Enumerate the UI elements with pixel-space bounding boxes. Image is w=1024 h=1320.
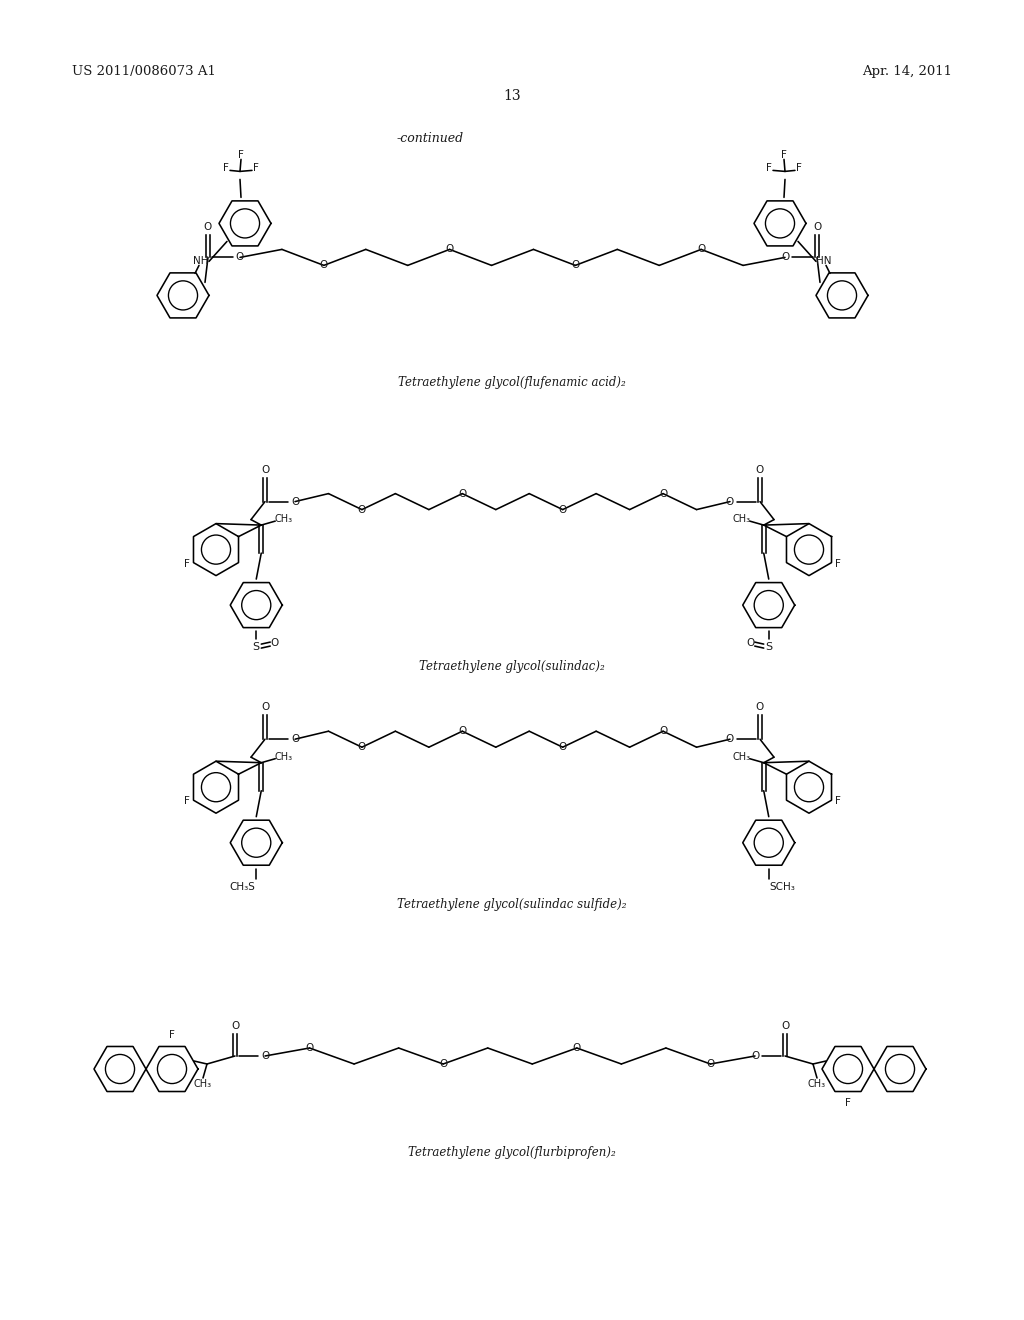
Text: O: O bbox=[458, 726, 467, 737]
Text: O: O bbox=[291, 734, 299, 744]
Text: Tetraethylene glycol(flufenamic acid)₂: Tetraethylene glycol(flufenamic acid)₂ bbox=[398, 376, 626, 389]
Text: O: O bbox=[261, 702, 269, 713]
Text: O: O bbox=[756, 702, 764, 713]
Text: O: O bbox=[697, 244, 706, 255]
Text: O: O bbox=[707, 1059, 715, 1069]
Text: CH₃: CH₃ bbox=[733, 513, 751, 524]
Text: O: O bbox=[305, 1043, 313, 1053]
Text: Apr. 14, 2011: Apr. 14, 2011 bbox=[862, 65, 952, 78]
Text: O: O bbox=[571, 260, 580, 271]
Text: S: S bbox=[765, 642, 772, 652]
Text: O: O bbox=[357, 504, 366, 515]
Text: O: O bbox=[439, 1059, 447, 1069]
Text: O: O bbox=[572, 1043, 581, 1053]
Text: O: O bbox=[291, 496, 299, 507]
Text: O: O bbox=[204, 222, 212, 232]
Text: F: F bbox=[184, 558, 189, 569]
Text: CH₃: CH₃ bbox=[274, 751, 292, 762]
Text: O: O bbox=[261, 1051, 269, 1061]
Text: HN: HN bbox=[816, 256, 831, 267]
Text: F: F bbox=[184, 796, 189, 807]
Text: -continued: -continued bbox=[396, 132, 464, 145]
Text: Tetraethylene glycol(sulindac sulfide)₂: Tetraethylene glycol(sulindac sulfide)₂ bbox=[397, 898, 627, 911]
Text: O: O bbox=[558, 742, 567, 752]
Text: O: O bbox=[746, 638, 755, 648]
Text: O: O bbox=[756, 465, 764, 475]
Text: O: O bbox=[659, 488, 668, 499]
Text: O: O bbox=[751, 1051, 759, 1061]
Text: O: O bbox=[270, 638, 279, 648]
Text: F: F bbox=[238, 150, 244, 161]
Text: US 2011/0086073 A1: US 2011/0086073 A1 bbox=[72, 65, 216, 78]
Text: SCH₃: SCH₃ bbox=[770, 882, 796, 892]
Text: CH₃: CH₃ bbox=[733, 751, 751, 762]
Text: O: O bbox=[236, 252, 244, 263]
Text: CH₃S: CH₃S bbox=[229, 882, 255, 892]
Text: CH₃: CH₃ bbox=[274, 513, 292, 524]
Text: O: O bbox=[781, 252, 790, 263]
Text: F: F bbox=[836, 796, 841, 807]
Text: O: O bbox=[659, 726, 668, 737]
Text: O: O bbox=[445, 244, 454, 255]
Text: F: F bbox=[796, 164, 802, 173]
Text: O: O bbox=[558, 504, 567, 515]
Text: F: F bbox=[845, 1098, 851, 1107]
Text: Tetraethylene glycol(flurbiprofen)₂: Tetraethylene glycol(flurbiprofen)₂ bbox=[409, 1146, 615, 1159]
Text: O: O bbox=[230, 1020, 240, 1031]
Text: CH₃: CH₃ bbox=[194, 1078, 212, 1089]
Text: O: O bbox=[261, 465, 269, 475]
Text: O: O bbox=[319, 260, 328, 271]
Text: O: O bbox=[726, 496, 734, 507]
Text: F: F bbox=[223, 164, 229, 173]
Text: F: F bbox=[836, 558, 841, 569]
Text: F: F bbox=[766, 164, 772, 173]
Text: S: S bbox=[253, 642, 260, 652]
Text: 13: 13 bbox=[503, 90, 521, 103]
Text: Tetraethylene glycol(sulindac)₂: Tetraethylene glycol(sulindac)₂ bbox=[419, 660, 605, 673]
Text: NH: NH bbox=[194, 256, 209, 267]
Text: O: O bbox=[726, 734, 734, 744]
Text: O: O bbox=[781, 1020, 790, 1031]
Text: O: O bbox=[458, 488, 467, 499]
Text: O: O bbox=[813, 222, 821, 232]
Text: F: F bbox=[781, 150, 786, 161]
Text: O: O bbox=[357, 742, 366, 752]
Text: F: F bbox=[169, 1030, 175, 1040]
Text: F: F bbox=[253, 164, 259, 173]
Text: CH₃: CH₃ bbox=[808, 1078, 826, 1089]
